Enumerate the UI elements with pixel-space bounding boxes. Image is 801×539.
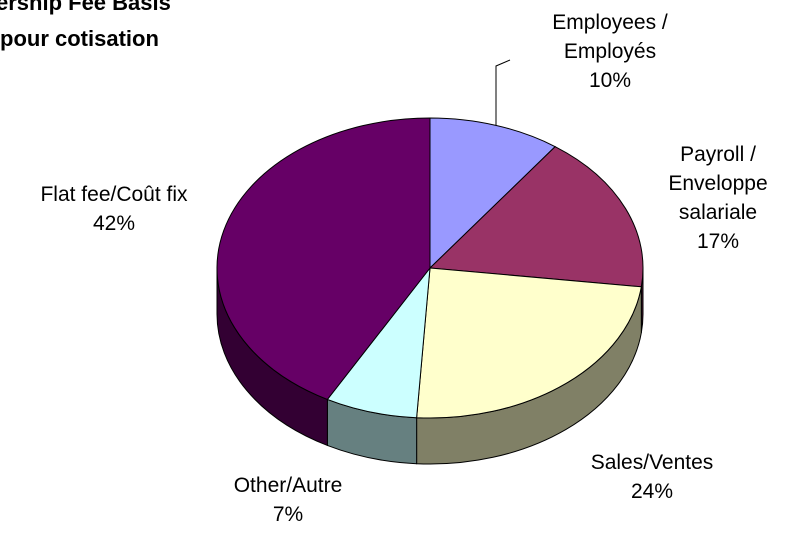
slice	[428, 146, 644, 288]
value-label: 10%	[588, 69, 632, 92]
slice-label: Payroll / Enveloppe salariale 17%	[661, 140, 776, 256]
category-label: Sales/Ventes	[590, 451, 714, 474]
value-label: 42%	[92, 212, 136, 235]
category-label: Flat fee/Coût fix	[40, 183, 188, 206]
slice-label: Employees / Employés 10%	[523, 8, 698, 95]
slice	[429, 117, 557, 270]
chart-title: pour cotisation	[0, 26, 159, 51]
category-label: Payroll / Enveloppe salariale	[668, 143, 768, 224]
pie-tops	[216, 117, 644, 419]
slice-label: Other/Autre 7%	[188, 471, 388, 529]
value-label: 7%	[272, 503, 304, 526]
value-label: 17%	[696, 230, 740, 253]
category-label: Employees / Employés	[552, 11, 668, 63]
leader-line	[495, 59, 511, 150]
slice-label: Flat fee/Coût fix 42%	[4, 180, 224, 238]
value-label: 24%	[630, 480, 674, 503]
slice-label: Sales/Ventes 24%	[542, 448, 762, 506]
category-label: Other/Autre	[233, 474, 343, 497]
chart-title: ership Fee Basis	[0, 0, 171, 15]
slice	[416, 267, 642, 419]
pie-sides	[216, 267, 644, 465]
slice	[216, 117, 431, 401]
